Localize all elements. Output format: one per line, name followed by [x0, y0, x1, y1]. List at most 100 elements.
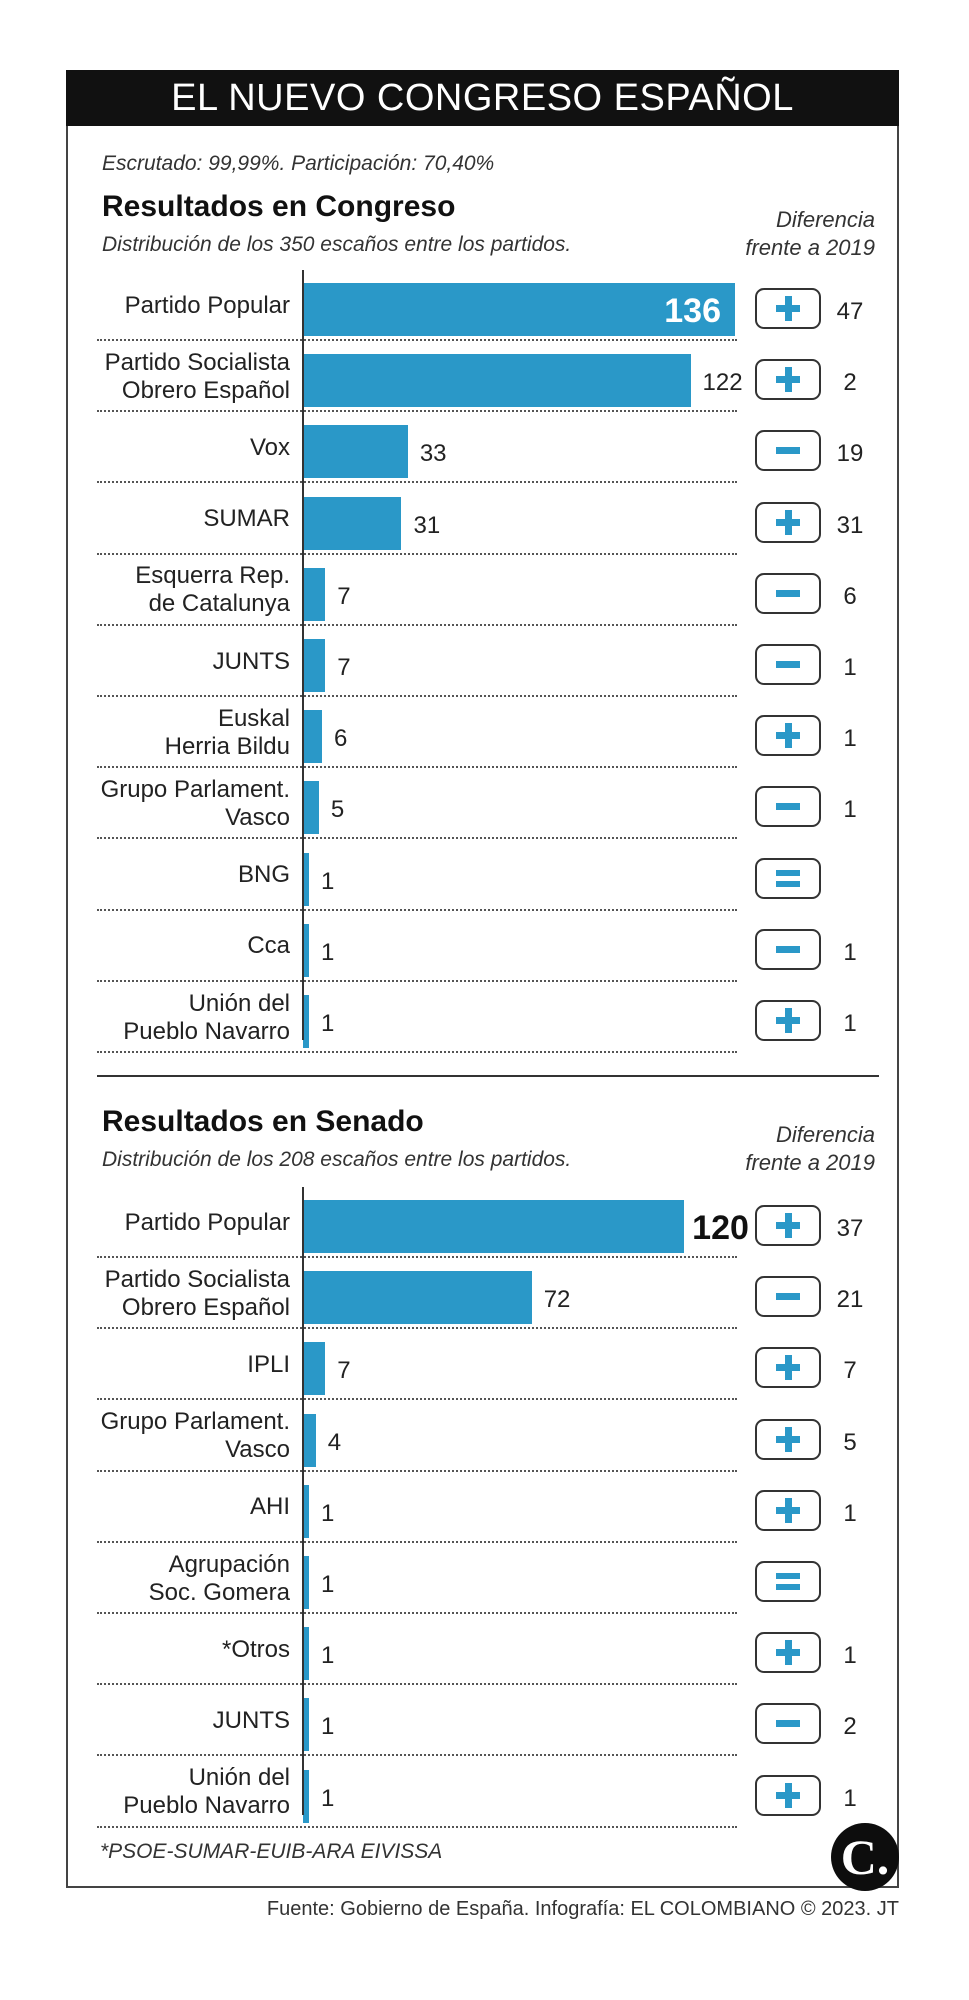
party-label-line: Pueblo Navarro	[123, 1792, 290, 1820]
party-label-line: Obrero Español	[121, 1293, 290, 1321]
seat-bar	[303, 1200, 685, 1253]
seat-bar	[303, 639, 326, 692]
seat-value: 31	[413, 511, 441, 539]
seat-value: 1	[321, 1571, 335, 1598]
chart-row: Grupo Parlament. Vasco 5 1	[0, 768, 969, 840]
seat-value: 7	[337, 654, 351, 681]
change-value: 1	[843, 1642, 857, 1670]
seat-value: 1	[321, 1010, 335, 1037]
party-label-line: Unión del	[188, 989, 290, 1017]
party-label: Vox	[90, 412, 290, 483]
party-label: Unión del Pueblo Navarro	[90, 1757, 290, 1828]
senado-axis	[302, 1187, 304, 1815]
seat-value: 4	[327, 1428, 342, 1456]
seat-value: 1	[321, 1784, 335, 1812]
row-separator	[97, 1612, 737, 1614]
seat-value: 72	[543, 1286, 571, 1314]
plus-icon	[755, 1418, 821, 1460]
seat-value: 7	[337, 582, 351, 610]
row-separator	[97, 1051, 737, 1053]
chart-row: Unión del Pueblo Navarro 1 1	[0, 1757, 969, 1828]
chart-row: Euskal Herria Bildu 6 1	[0, 697, 969, 769]
change-value: 5	[843, 1428, 857, 1456]
seat-bar	[303, 852, 309, 906]
party-label: BNG	[90, 840, 290, 911]
party-label-line: Esquerra Rep.	[135, 562, 290, 590]
seat-value: 33	[419, 440, 447, 468]
party-label-line: Euskal	[217, 704, 290, 732]
party-label: Partido Socialista Obrero Español	[90, 341, 290, 412]
diff-header-line2: frente a 2019	[745, 1150, 875, 1175]
party-label-line: Grupo Parlament.	[100, 1408, 290, 1436]
party-label-line: Partido Socialista	[104, 1265, 290, 1293]
senado-subtitle: Distribución de los 208 escaños entre lo…	[102, 1148, 572, 1171]
seat-bar	[303, 1698, 309, 1752]
party-label-line: JUNTS	[212, 1706, 290, 1734]
party-label: Esquerra Rep. de Catalunya	[90, 555, 290, 626]
seat-bar	[303, 710, 323, 764]
row-separator	[97, 695, 737, 697]
plus-icon	[755, 1000, 821, 1041]
party-label-line: Partido Popular	[124, 1208, 290, 1236]
seat-bar	[303, 1271, 532, 1325]
seat-bar	[303, 995, 309, 1048]
seat-bar	[303, 1627, 309, 1681]
party-label: Unión del Pueblo Navarro	[90, 982, 290, 1053]
party-label: Partido Socialista Obrero Español	[90, 1258, 290, 1329]
chart-row: JUNTS 7 1	[0, 626, 969, 697]
chart-row: Partido Popular 136 47	[0, 270, 969, 341]
chart-row: AHI 1 1	[0, 1472, 969, 1543]
party-label-line: Partido Popular	[124, 291, 290, 319]
seat-bar	[303, 1413, 316, 1467]
section-divider	[97, 1075, 879, 1077]
chart-row: IPLI 7 7	[0, 1329, 969, 1401]
party-label-line: Cca	[247, 932, 290, 960]
party-label-line: AHI	[249, 1493, 290, 1521]
party-label-line: Soc. Gomera	[148, 1578, 290, 1606]
senado-title: Resultados en Senado	[102, 1105, 424, 1138]
chart-row: BNG 1	[0, 840, 969, 911]
seat-value: 1	[321, 1499, 335, 1527]
chart-row: SUMAR 31 31	[0, 484, 969, 555]
minus-icon	[755, 786, 821, 828]
infographic-frame	[66, 70, 899, 1888]
plus-icon	[755, 1632, 821, 1674]
row-separator	[97, 481, 737, 484]
party-label-line: Vasco	[225, 803, 290, 831]
row-separator	[97, 1327, 737, 1330]
change-value: 1	[843, 654, 857, 681]
seat-bar	[303, 496, 402, 550]
plus-icon	[755, 715, 821, 757]
footnote: *PSOE-SUMAR-EUIB-ARA EIVISSA	[100, 1840, 443, 1863]
party-label-line: Pueblo Navarro	[123, 1017, 290, 1045]
chart-row: Partido Popular 120 37	[0, 1187, 969, 1258]
minus-icon	[755, 1276, 821, 1318]
row-separator	[97, 339, 737, 341]
seat-bar	[303, 283, 735, 336]
congreso-subtitle: Distribución de los 350 escaños entre lo…	[102, 233, 572, 256]
party-label: JUNTS	[90, 1685, 290, 1756]
minus-icon	[755, 430, 821, 472]
row-separator	[97, 1825, 737, 1828]
chart-row: Partido Socialista Obrero Español 72 21	[0, 1258, 969, 1330]
party-label: IPLI	[90, 1329, 290, 1400]
change-value: 37	[836, 1215, 864, 1242]
seat-bar	[303, 781, 319, 835]
seat-bar	[303, 923, 309, 977]
change-value: 21	[836, 1286, 864, 1314]
change-value: 47	[836, 298, 864, 325]
seat-bar	[303, 1342, 326, 1396]
party-label-line: Vasco	[225, 1436, 290, 1464]
seat-value: 1	[321, 1713, 335, 1741]
equal-icon	[755, 1561, 821, 1602]
change-value: 19	[836, 440, 864, 468]
chart-row: Cca 1 1	[0, 911, 969, 982]
party-label-line: Unión del	[188, 1764, 290, 1792]
plus-icon	[755, 1774, 821, 1816]
plus-icon	[755, 1347, 821, 1389]
seat-value: 120	[692, 1209, 749, 1247]
minus-icon	[755, 572, 821, 614]
plus-icon	[755, 501, 821, 543]
change-value: 1	[843, 725, 857, 753]
party-label-line: *Otros	[221, 1635, 290, 1663]
